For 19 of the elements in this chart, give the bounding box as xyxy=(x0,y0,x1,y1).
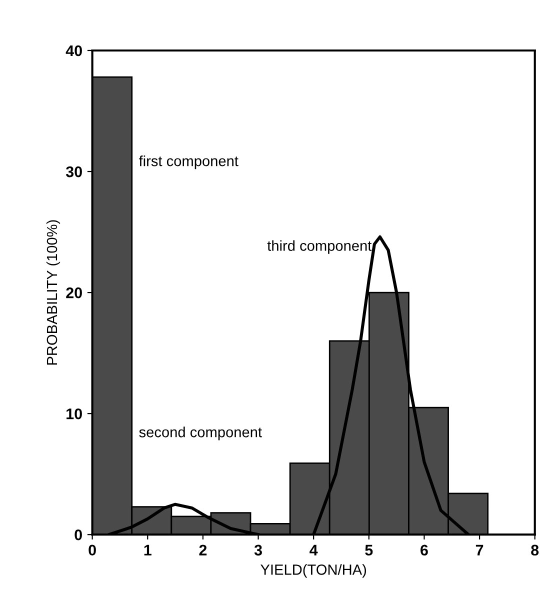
x-tick-label: 2 xyxy=(199,544,207,556)
x-tick-label: 8 xyxy=(531,544,539,556)
y-tick-label: 20 xyxy=(66,287,82,298)
x-axis-title: YIELD(TON/HA) xyxy=(260,564,366,578)
x-tick-label: 6 xyxy=(420,544,428,556)
annotation: first component xyxy=(138,156,238,170)
x-tick-label: 0 xyxy=(88,544,96,556)
x-tick-label: 7 xyxy=(476,544,484,556)
x-tick-label: 5 xyxy=(365,544,373,556)
y-tick-label: 0 xyxy=(74,529,82,540)
x-tick-label: 4 xyxy=(310,544,318,556)
y-tick-label: 30 xyxy=(66,166,82,178)
annotation: second component xyxy=(139,426,262,440)
y-axis-title: PROBABILITY (100%) xyxy=(46,220,60,365)
x-tick-label: 1 xyxy=(144,544,152,556)
annotation: third component xyxy=(267,240,372,254)
x-tick-label: 3 xyxy=(254,544,262,556)
y-tick-label: 40 xyxy=(66,45,82,56)
y-tick-label: 10 xyxy=(66,408,82,420)
